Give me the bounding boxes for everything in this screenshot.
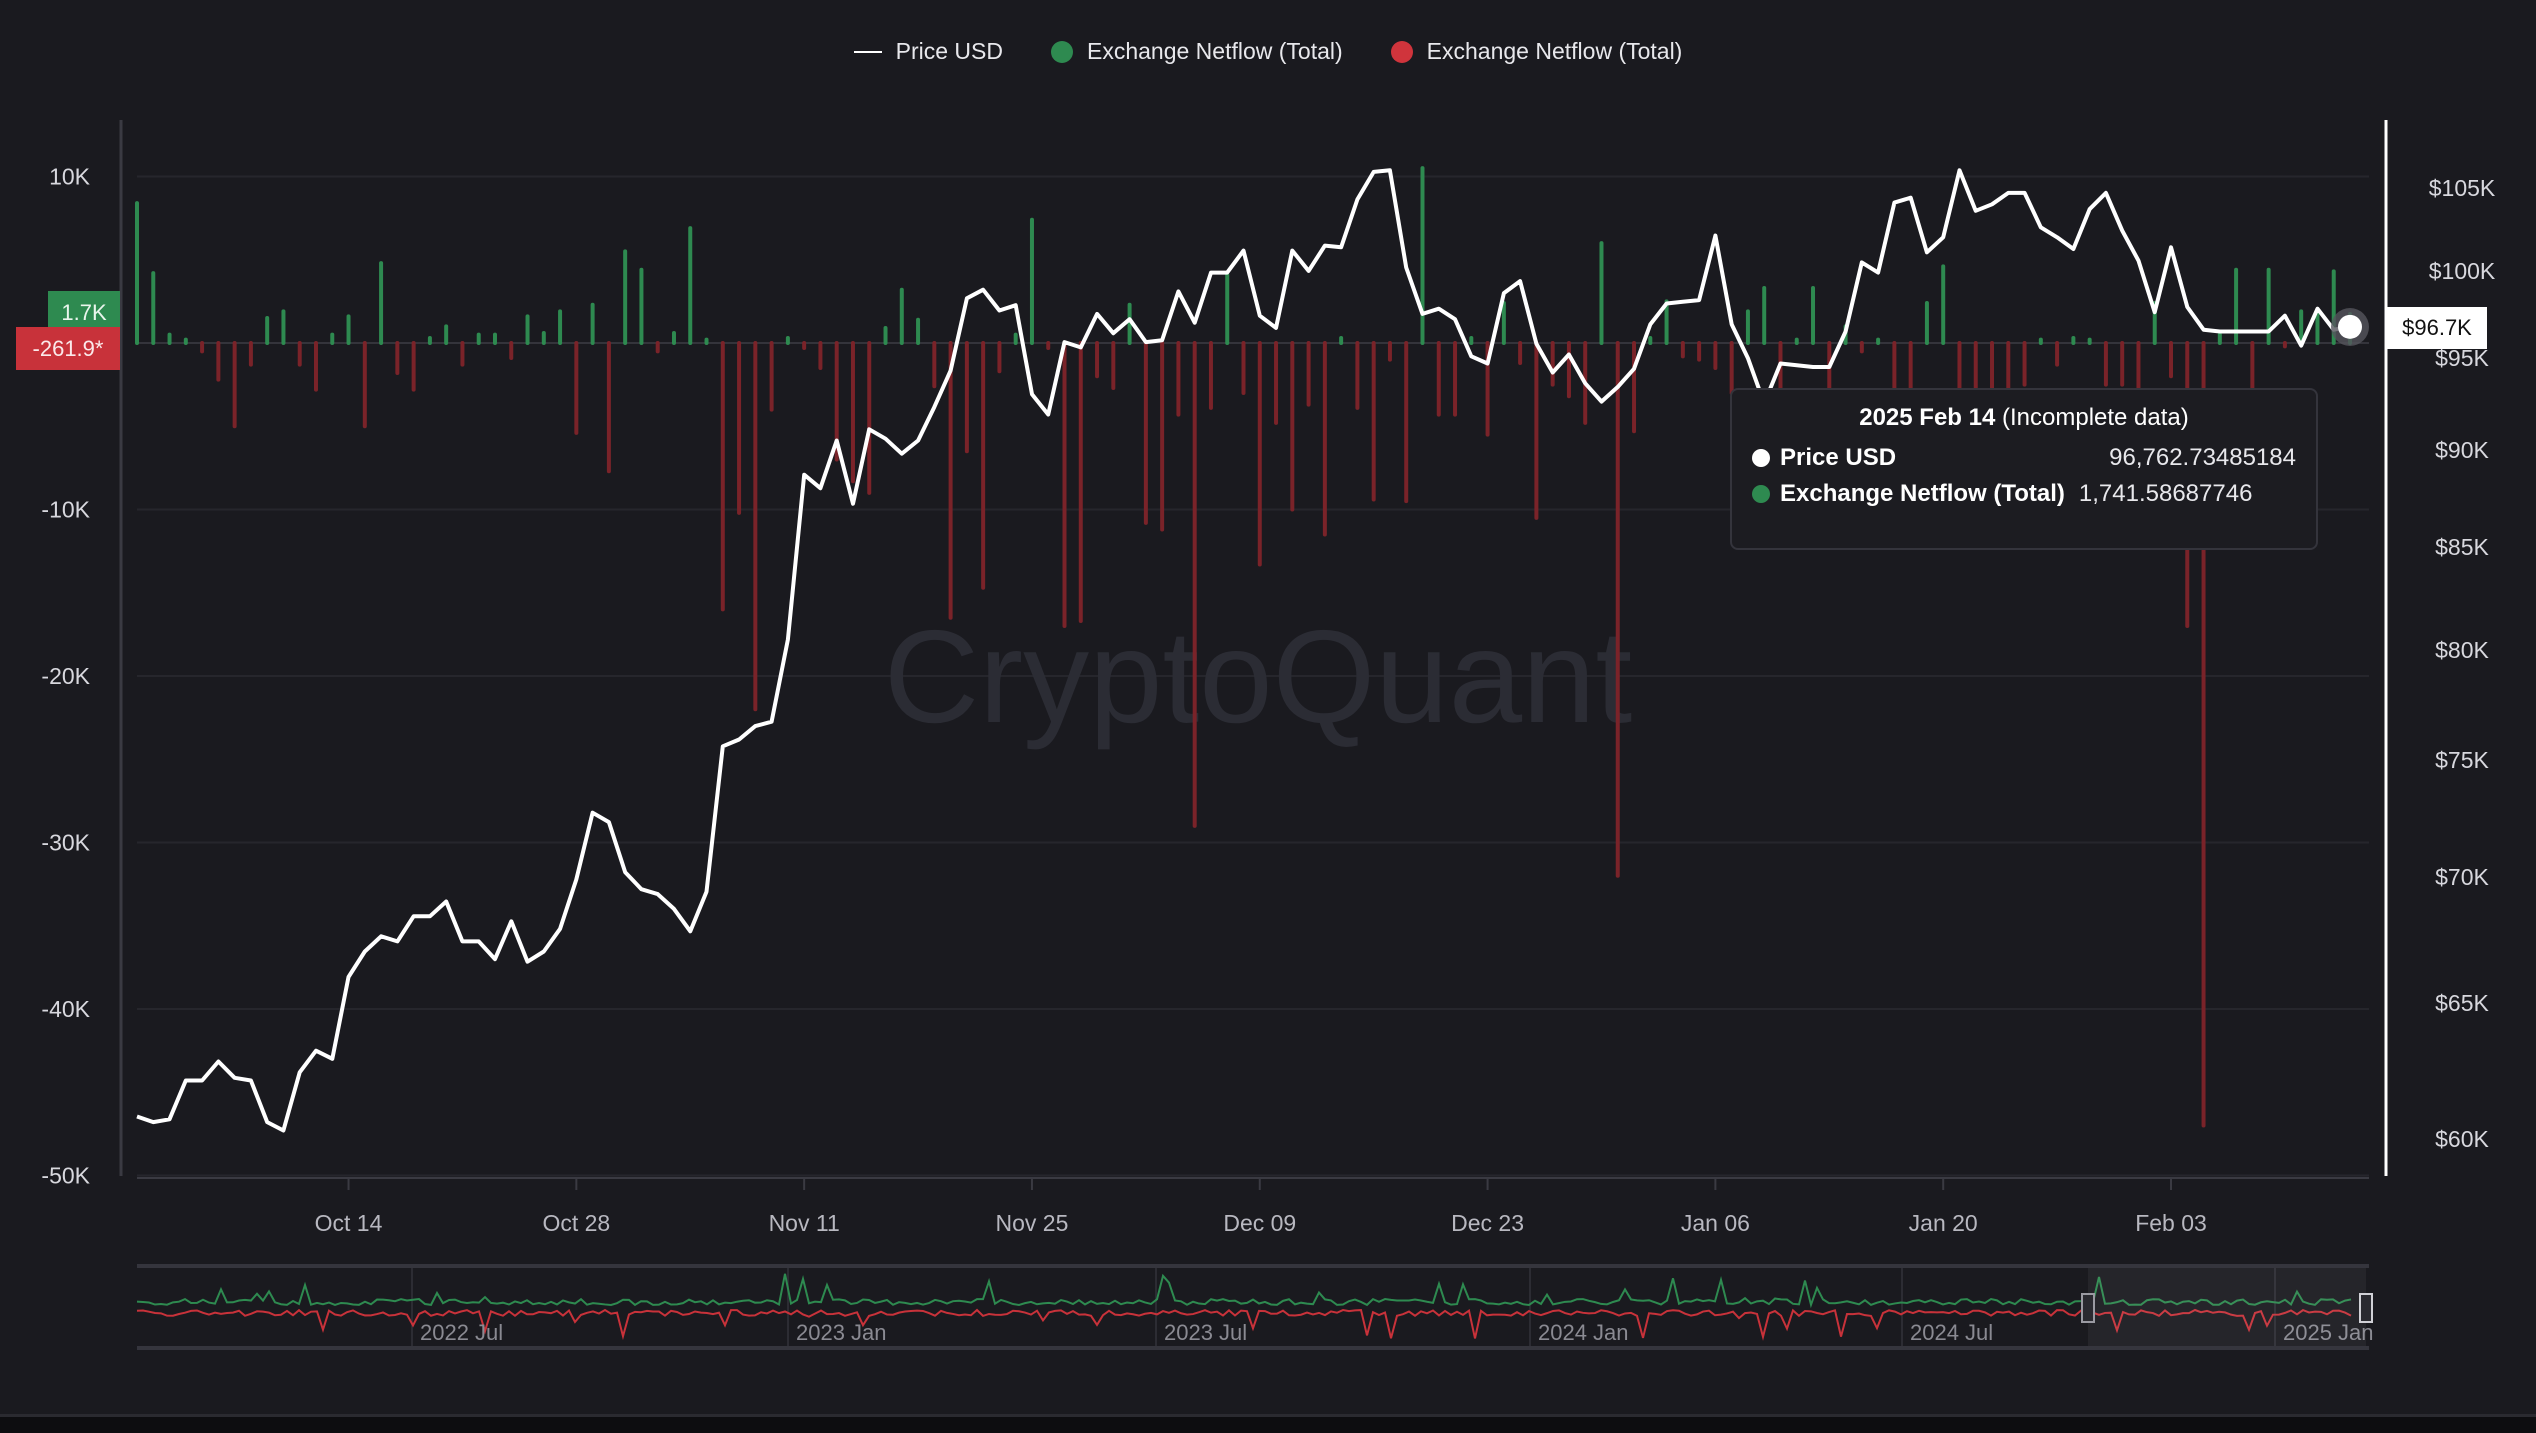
red-dot-icon xyxy=(1390,40,1413,63)
x-tick-label: Jan 20 xyxy=(1909,1210,1978,1236)
legend-label: Price USD xyxy=(895,38,1003,64)
gridlines xyxy=(137,175,2369,1177)
left-tick-label: -10K xyxy=(41,497,90,523)
left-tick-label: -20K xyxy=(41,663,90,689)
hover-point xyxy=(2338,314,2362,339)
x-tick-label: Feb 03 xyxy=(2135,1210,2207,1236)
right-tick-label: $70K xyxy=(2435,864,2489,890)
white-dot-icon xyxy=(1752,449,1770,467)
right-tick-label: $75K xyxy=(2435,747,2489,773)
tooltip-date: 2025 Feb 14 xyxy=(1859,404,1996,431)
legend-label: Exchange Netflow (Total) xyxy=(1426,38,1683,64)
navigator-right-handle[interactable] xyxy=(2359,1293,2373,1323)
navigator[interactable]: 2022 Jul 2023 Jan 2023 Jul 2024 Jan 2024 Jul… xyxy=(136,1264,2374,1350)
tooltip-row-netflow: Exchange Netflow (Total) 1,741.58687746 xyxy=(1752,476,2296,512)
green-dot-icon xyxy=(1050,40,1073,63)
tooltip: 2025 Feb 14 (Incomplete data) Price USD … xyxy=(1730,388,2318,550)
footer-bar xyxy=(0,1414,2536,1433)
navigator-positive-line xyxy=(136,1273,2352,1309)
line-marker-icon xyxy=(853,50,882,53)
tooltip-title: 2025 Feb 14 (Incomplete data) xyxy=(1752,404,2296,432)
navigator-selected-range xyxy=(2088,1268,2366,1346)
price-series xyxy=(136,168,2351,1133)
navigator-label: 2022 Jul xyxy=(420,1320,503,1345)
navigator-background xyxy=(137,1266,2369,1348)
x-tick-label: Dec 09 xyxy=(1223,1210,1296,1236)
navigator-label: 2023 Jul xyxy=(1164,1320,1247,1345)
navigator-negative-line xyxy=(136,1308,2352,1341)
tooltip-note: (Incomplete data) xyxy=(2002,404,2189,431)
right-tick-label: $100K xyxy=(2429,258,2496,284)
right-tick-label: $90K xyxy=(2435,437,2489,463)
x-tick-label: Nov 11 xyxy=(769,1210,840,1236)
left-tick-label: 10K xyxy=(49,164,91,190)
price-line xyxy=(136,168,2351,1133)
x-tick-label: Oct 28 xyxy=(542,1210,610,1236)
tooltip-series-name: Exchange Netflow (Total) xyxy=(1780,480,2065,507)
navigator-label: 2024 Jan xyxy=(1538,1320,1629,1345)
price-badge: $96.7K xyxy=(2387,307,2487,349)
legend: Price USD Exchange Netflow (Total) Excha… xyxy=(0,38,2536,65)
x-tick-label: Nov 25 xyxy=(996,1210,1069,1236)
navigator-label: 2023 Jan xyxy=(796,1320,887,1345)
watermark: CryptoQuant xyxy=(884,603,1632,750)
left-tick-label: -50K xyxy=(41,1163,90,1189)
green-dot-icon xyxy=(1752,485,1770,503)
right-tick-label: $85K xyxy=(2435,534,2489,560)
tooltip-series-name: Price USD xyxy=(1780,444,1897,471)
navigator-label: 2025 Jan xyxy=(2283,1320,2374,1345)
right-tick-label: $95K xyxy=(2435,345,2489,371)
legend-item-price[interactable]: Price USD xyxy=(853,38,1003,65)
tooltip-value: 96,762.73485184 xyxy=(2109,444,2296,471)
navigator-label: 2024 Jul xyxy=(1910,1320,1993,1345)
tooltip-row-price: Price USD 96,762.73485184 xyxy=(1752,440,2296,476)
right-tick-label: $105K xyxy=(2429,175,2496,201)
tooltip-value: 1,741.58687746 xyxy=(2078,480,2253,507)
netflow-bars xyxy=(135,166,2352,1128)
legend-item-netflow-negative[interactable]: Exchange Netflow (Total) xyxy=(1390,38,1683,65)
legend-item-netflow-positive[interactable]: Exchange Netflow (Total) xyxy=(1050,38,1343,65)
right-axis-ticks: $105K $100K $95K $90K $85K $80K $75K $70K $65K $6… xyxy=(2429,175,2496,1152)
right-tick-label: $65K xyxy=(2435,990,2489,1016)
x-tick-label: Oct 14 xyxy=(315,1210,383,1236)
right-tick-label: $60K xyxy=(2435,1126,2489,1152)
x-tick-label: Dec 23 xyxy=(1451,1210,1524,1236)
x-axis-ticks: Oct 14 Oct 28 Nov 11 Nov 25 Dec 09 Dec 23 Jan … xyxy=(315,1178,2207,1236)
navigator-left-handle[interactable] xyxy=(2081,1293,2095,1323)
legend-label: Exchange Netflow (Total) xyxy=(1086,38,1343,64)
right-tick-label: $80K xyxy=(2435,637,2489,663)
left-tick-label: -40K xyxy=(41,996,90,1022)
left-axis-ticks: 10K -10K -20K -30K -40K -50K xyxy=(41,164,90,1189)
x-tick-label: Jan 06 xyxy=(1681,1210,1750,1236)
left-tick-label: -30K xyxy=(41,830,90,856)
netflow-negative-badge: -261.9* xyxy=(16,327,120,370)
